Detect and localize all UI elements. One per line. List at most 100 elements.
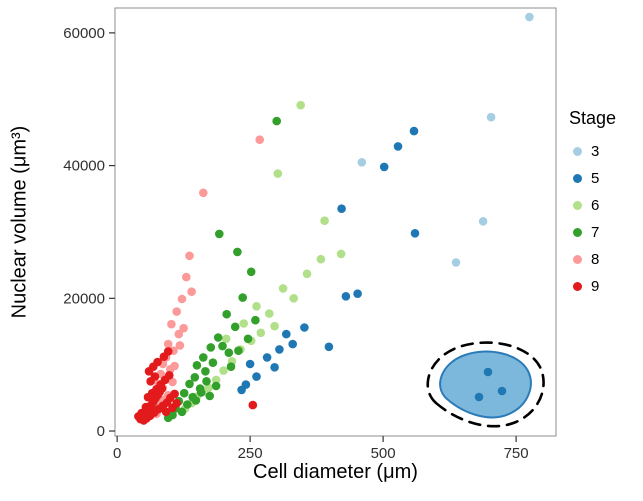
data-point bbox=[248, 400, 258, 410]
cell-membrane-dashed-outline-icon bbox=[426, 341, 545, 428]
legend-item-stage-6: 6 bbox=[569, 192, 616, 219]
data-point bbox=[336, 249, 346, 259]
data-point bbox=[357, 158, 367, 167]
nucleus-dot-icon bbox=[497, 386, 507, 396]
data-point bbox=[182, 272, 191, 282]
data-point bbox=[288, 339, 298, 349]
legend-key-dot bbox=[573, 201, 582, 210]
data-point bbox=[185, 379, 194, 389]
data-point bbox=[296, 100, 306, 110]
data-point bbox=[341, 292, 351, 301]
legend-label: 5 bbox=[591, 170, 600, 187]
x-tick-label: 500 bbox=[371, 445, 396, 462]
legend-key-dot bbox=[573, 147, 582, 156]
data-point bbox=[230, 322, 240, 332]
data-point bbox=[167, 319, 176, 329]
data-point bbox=[270, 363, 279, 372]
data-point bbox=[199, 188, 208, 198]
legend-items: 3 5 6 7 8 9 bbox=[569, 138, 616, 300]
data-point bbox=[324, 342, 334, 352]
data-point bbox=[379, 162, 389, 172]
data-point bbox=[187, 287, 196, 297]
series-stage-9 bbox=[134, 347, 258, 425]
data-point bbox=[265, 309, 274, 318]
data-point bbox=[251, 315, 260, 325]
data-point bbox=[270, 321, 279, 331]
data-point bbox=[243, 334, 253, 344]
data-point bbox=[289, 294, 299, 303]
legend-title: Stage bbox=[569, 108, 617, 128]
x-tick-label: 750 bbox=[504, 445, 529, 462]
data-point bbox=[272, 116, 282, 126]
data-point bbox=[221, 334, 231, 344]
series-stage-3 bbox=[357, 12, 534, 267]
legend-label: 3 bbox=[591, 143, 600, 160]
legend-label: 6 bbox=[591, 197, 600, 214]
data-point bbox=[179, 323, 188, 333]
data-point bbox=[185, 251, 194, 261]
data-point bbox=[172, 398, 181, 408]
data-point bbox=[409, 126, 419, 136]
data-point bbox=[238, 293, 247, 302]
data-point bbox=[275, 345, 284, 354]
data-point bbox=[196, 388, 206, 397]
data-point bbox=[199, 353, 208, 362]
data-point bbox=[211, 381, 221, 391]
data-point bbox=[202, 377, 211, 386]
y-tick-label: 60000 bbox=[63, 25, 105, 42]
y-tick-label: 40000 bbox=[63, 158, 105, 175]
data-point bbox=[204, 383, 213, 393]
data-point bbox=[201, 367, 210, 376]
data-point bbox=[172, 307, 181, 316]
data-point bbox=[177, 294, 187, 304]
data-point bbox=[320, 216, 329, 225]
data-point bbox=[192, 361, 202, 370]
data-point bbox=[222, 309, 231, 319]
data-point bbox=[183, 400, 192, 409]
data-point bbox=[170, 361, 179, 371]
series-stage-7 bbox=[163, 116, 282, 423]
data-point bbox=[256, 328, 266, 338]
data-point bbox=[525, 12, 534, 22]
data-point bbox=[255, 135, 264, 144]
data-point bbox=[300, 323, 309, 332]
nucleus-dot-icon bbox=[483, 367, 493, 377]
data-point bbox=[175, 341, 185, 350]
legend: Stage 3 5 6 7 8 9 bbox=[569, 108, 616, 300]
x-axis-label: Cell diameter (μm) bbox=[253, 461, 418, 483]
data-point bbox=[478, 217, 488, 226]
legend-label: 9 bbox=[591, 278, 600, 295]
data-point bbox=[190, 373, 200, 382]
legend-label: 7 bbox=[591, 224, 600, 241]
legend-item-stage-8: 8 bbox=[569, 246, 616, 273]
data-point bbox=[205, 391, 214, 401]
data-point bbox=[226, 362, 236, 372]
data-point bbox=[137, 408, 146, 418]
data-point bbox=[211, 375, 221, 385]
data-point bbox=[224, 348, 234, 358]
data-point bbox=[252, 302, 261, 311]
y-tick-label: 20000 bbox=[63, 290, 105, 307]
data-point bbox=[393, 142, 403, 151]
data-point bbox=[163, 339, 173, 349]
legend-key-dot bbox=[573, 255, 582, 264]
data-point bbox=[282, 329, 291, 339]
legend-item-stage-3: 3 bbox=[569, 138, 616, 165]
data-point bbox=[165, 371, 174, 380]
data-point bbox=[252, 372, 261, 381]
data-point bbox=[161, 407, 171, 417]
data-point bbox=[153, 357, 162, 367]
data-point bbox=[141, 402, 151, 412]
data-point bbox=[215, 229, 224, 239]
data-point bbox=[239, 319, 248, 328]
data-point bbox=[168, 377, 177, 387]
data-point bbox=[208, 358, 218, 368]
data-point bbox=[410, 229, 420, 238]
data-point bbox=[150, 372, 160, 381]
data-point bbox=[486, 112, 496, 122]
legend-item-stage-9: 9 bbox=[569, 273, 616, 300]
legend-item-stage-5: 5 bbox=[569, 165, 616, 192]
data-point bbox=[316, 254, 326, 264]
